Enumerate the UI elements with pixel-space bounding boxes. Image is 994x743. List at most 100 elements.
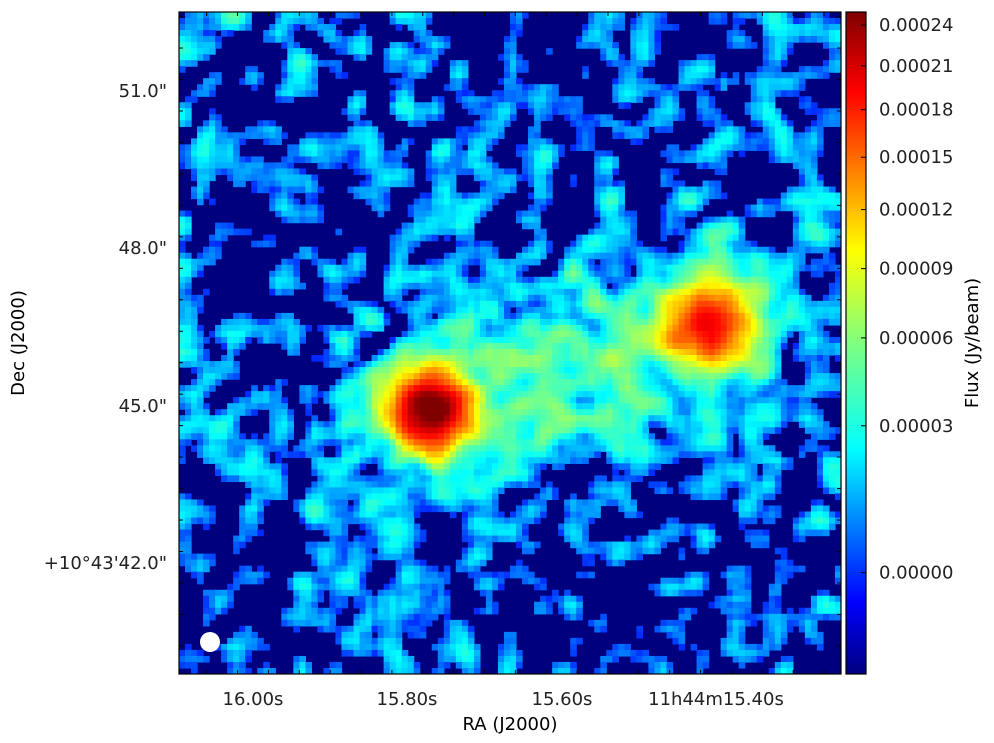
flux-cell bbox=[828, 288, 836, 296]
flux-cell bbox=[497, 258, 505, 266]
flux-cell bbox=[828, 120, 836, 127]
flux-cell bbox=[522, 12, 529, 19]
flux-cell bbox=[522, 373, 529, 380]
flux-cell bbox=[540, 288, 547, 296]
flux-cell bbox=[401, 114, 409, 121]
flux-cell bbox=[401, 343, 409, 350]
flux-cell bbox=[449, 367, 457, 374]
flux-cell bbox=[654, 30, 662, 37]
flux-cell bbox=[479, 120, 487, 127]
flux-cell bbox=[744, 288, 752, 296]
flux-cell bbox=[780, 42, 788, 49]
flux-cell bbox=[479, 240, 487, 248]
flux-cell bbox=[660, 90, 668, 97]
flux-cell bbox=[269, 421, 276, 428]
flux-cell bbox=[510, 24, 517, 31]
flux-cell bbox=[618, 102, 625, 109]
flux-cell bbox=[804, 162, 812, 170]
flux-cell bbox=[197, 150, 204, 158]
flux-cell bbox=[461, 84, 469, 91]
flux-cell bbox=[347, 403, 355, 410]
flux-cell bbox=[185, 36, 192, 43]
flux-cell bbox=[546, 144, 553, 152]
flux-cell bbox=[570, 318, 577, 326]
flux-cell bbox=[353, 108, 361, 115]
flux-cell bbox=[347, 324, 355, 332]
flux-cell bbox=[558, 300, 565, 308]
flux-cell bbox=[503, 276, 511, 284]
flux-cell bbox=[269, 126, 276, 133]
flux-cell bbox=[678, 264, 686, 272]
flux-cell bbox=[684, 288, 692, 296]
flux-cell bbox=[828, 60, 836, 67]
flux-cell bbox=[510, 66, 517, 73]
flux-cell bbox=[516, 144, 523, 152]
flux-cell bbox=[768, 78, 776, 85]
flux-cell bbox=[179, 240, 186, 248]
flux-cell bbox=[179, 246, 186, 254]
flux-cell bbox=[293, 324, 300, 332]
flux-cell bbox=[497, 90, 505, 97]
flux-cell bbox=[810, 349, 818, 356]
flux-cell bbox=[227, 138, 234, 145]
flux-cell bbox=[768, 102, 776, 109]
flux-cell bbox=[497, 102, 505, 109]
flux-cell bbox=[203, 132, 210, 139]
flux-cell bbox=[479, 343, 487, 350]
flux-cell bbox=[473, 150, 481, 158]
flux-cell bbox=[245, 312, 252, 320]
flux-cell bbox=[816, 409, 824, 416]
flux-cell bbox=[726, 138, 734, 145]
flux-cell bbox=[588, 144, 595, 152]
flux-cell bbox=[197, 379, 204, 386]
flux-cell bbox=[756, 349, 764, 356]
flux-cell bbox=[642, 324, 650, 332]
flux-cell bbox=[624, 391, 631, 398]
flux-cell bbox=[762, 60, 770, 67]
flux-cell bbox=[816, 186, 824, 194]
flux-cell bbox=[522, 306, 529, 314]
flux-cell bbox=[215, 228, 222, 236]
flux-cell bbox=[810, 427, 818, 434]
flux-cell bbox=[437, 336, 445, 344]
flux-cell bbox=[636, 336, 643, 344]
flux-cell bbox=[425, 174, 433, 182]
flux-cell bbox=[804, 361, 812, 368]
flux-cell bbox=[341, 409, 349, 416]
flux-cell bbox=[600, 30, 607, 37]
flux-cell bbox=[335, 336, 343, 344]
flux-cell bbox=[281, 324, 288, 332]
flux-cell bbox=[407, 90, 415, 97]
flux-cell bbox=[455, 144, 463, 152]
flux-cell bbox=[401, 246, 409, 254]
flux-cell bbox=[816, 114, 824, 121]
flux-cell bbox=[221, 361, 228, 368]
flux-cell bbox=[516, 282, 523, 290]
flux-cell bbox=[503, 60, 511, 67]
flux-cell bbox=[612, 349, 619, 356]
flux-cell bbox=[774, 60, 782, 67]
flux-cell bbox=[191, 138, 198, 145]
flux-cell bbox=[437, 150, 445, 158]
flux-cell bbox=[612, 180, 619, 188]
flux-cell bbox=[714, 114, 722, 121]
flux-cell bbox=[503, 367, 511, 374]
flux-cell bbox=[636, 318, 643, 326]
flux-cell bbox=[594, 36, 601, 43]
flux-cell bbox=[702, 385, 710, 392]
flux-cell bbox=[732, 336, 740, 344]
flux-cell bbox=[449, 385, 457, 392]
flux-cell bbox=[365, 162, 373, 170]
flux-cell bbox=[720, 126, 728, 133]
flux-cell bbox=[335, 144, 343, 152]
flux-cell bbox=[251, 240, 258, 248]
flux-cell bbox=[215, 162, 222, 170]
flux-cell bbox=[522, 168, 529, 176]
flux-cell bbox=[197, 300, 204, 308]
flux-cell bbox=[696, 324, 704, 332]
flux-cell bbox=[353, 355, 361, 362]
flux-cell bbox=[612, 312, 619, 320]
flux-cell bbox=[449, 138, 457, 145]
flux-cell bbox=[353, 162, 361, 170]
flux-cell bbox=[828, 18, 836, 25]
